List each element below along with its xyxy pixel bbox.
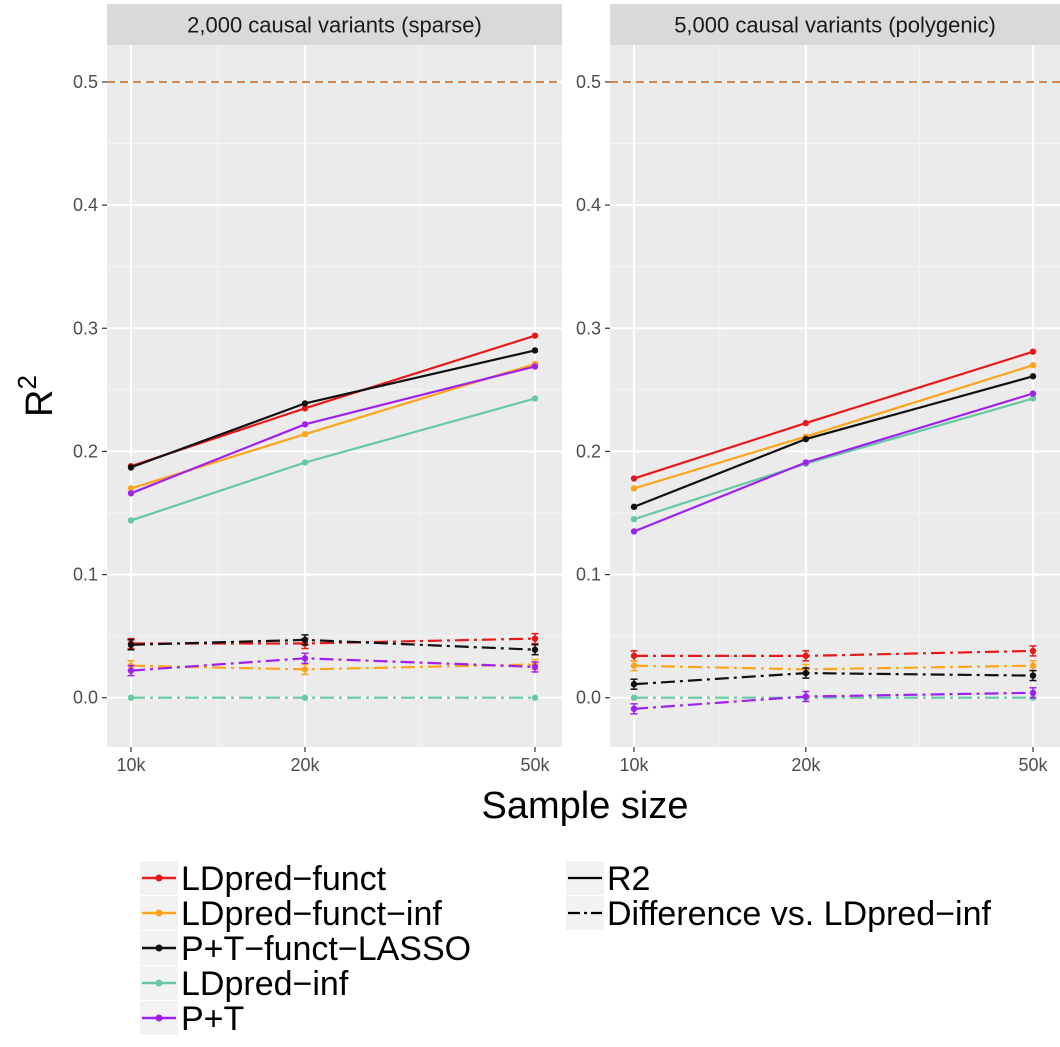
y-tick-label: 0.5 <box>576 72 601 92</box>
data-point <box>301 636 309 644</box>
legend-label: LDpred−inf <box>181 965 349 1003</box>
y-tick-label: 0.4 <box>576 195 601 215</box>
data-point <box>301 430 309 438</box>
y-tick-label: 0.3 <box>576 318 601 338</box>
data-point <box>630 503 638 511</box>
data-point <box>127 485 135 492</box>
data-point <box>127 490 135 497</box>
strip-background <box>610 4 1060 45</box>
legend-key-point <box>155 874 163 882</box>
x-tick-label: 10k <box>116 755 146 775</box>
legend-key-point <box>155 979 163 987</box>
data-point <box>630 652 638 660</box>
data-point <box>802 459 810 466</box>
legend-label: LDpred−funct <box>181 860 387 898</box>
data-point <box>301 666 309 673</box>
facet-panel-2: 5,000 causal variants (polygenic) 0.0 0.1 0… <box>576 4 1060 775</box>
facet-title: 2,000 causal variants (sparse) <box>187 13 482 38</box>
data-point <box>301 459 309 466</box>
legend-colour: LDpred−functLDpred−funct−infP+T−funct−LA… <box>140 860 471 1038</box>
data-point <box>531 363 539 370</box>
data-point <box>802 652 810 660</box>
data-point <box>802 669 810 677</box>
x-tick-label: 50k <box>1018 755 1048 775</box>
legend-key-point <box>155 1014 163 1022</box>
data-point <box>531 395 539 402</box>
panel-background <box>610 45 1060 747</box>
data-point <box>1029 647 1037 655</box>
data-point <box>531 332 539 339</box>
strip-background <box>107 4 562 45</box>
data-point <box>531 694 539 701</box>
data-point <box>802 435 810 443</box>
data-point <box>630 705 638 713</box>
data-point <box>630 694 638 701</box>
data-point <box>1029 348 1037 355</box>
data-point <box>127 667 135 674</box>
data-point <box>301 405 309 412</box>
facet-panel-1: 2,000 causal variants (sparse) 0.0 0.1 0.2 0… <box>73 4 562 775</box>
legend-label: P+T <box>181 1000 244 1038</box>
x-tick-label: 20k <box>290 755 320 775</box>
facet-title: 5,000 causal variants (polygenic) <box>674 13 996 38</box>
y-tick-label: 0.4 <box>73 195 98 215</box>
data-point <box>1029 390 1037 397</box>
data-point <box>127 517 135 524</box>
legend-key-point <box>155 944 163 952</box>
data-point <box>1029 662 1037 669</box>
legend-label: P+T−funct−LASSO <box>181 930 471 968</box>
data-point <box>531 347 539 354</box>
data-point <box>127 694 135 701</box>
y-tick-label: 0.1 <box>73 565 98 585</box>
data-point <box>531 646 539 653</box>
data-point <box>1029 362 1037 369</box>
y-axis-title: R2 <box>12 375 61 417</box>
legend-label: R2 <box>607 860 650 898</box>
data-point <box>531 663 539 671</box>
legend-label: Difference vs. LDpred−inf <box>607 895 992 933</box>
data-point <box>1029 672 1037 679</box>
data-point <box>301 400 309 407</box>
x-tick-label: 10k <box>619 755 649 775</box>
data-point <box>630 515 638 523</box>
data-point <box>301 655 309 662</box>
legend-label: LDpred−funct−inf <box>181 895 442 933</box>
x-tick-label: 20k <box>791 755 821 775</box>
data-point <box>802 419 810 427</box>
data-point <box>630 680 638 688</box>
y-tick-label: 0.0 <box>73 688 98 708</box>
y-tick-label: 0.2 <box>73 441 98 461</box>
data-point <box>1029 689 1037 697</box>
data-point <box>127 641 135 648</box>
data-point <box>630 475 638 482</box>
x-tick-label: 50k <box>520 755 550 775</box>
data-point <box>802 693 810 700</box>
x-axis-title: Sample size <box>482 785 689 827</box>
y-tick-label: 0.2 <box>576 441 601 461</box>
data-point <box>1029 373 1037 380</box>
data-point <box>630 485 638 492</box>
data-point <box>531 635 539 642</box>
y-axis-title-main: R <box>19 390 61 417</box>
data-point <box>301 421 309 428</box>
data-point <box>1029 395 1037 402</box>
data-point <box>630 528 638 535</box>
data-point <box>301 694 309 701</box>
data-point <box>630 662 638 669</box>
legend-key-point <box>155 909 163 917</box>
y-tick-label: 0.1 <box>576 565 601 585</box>
y-tick-label: 0.5 <box>73 72 98 92</box>
data-point <box>127 464 135 471</box>
y-tick-label: 0.0 <box>576 688 601 708</box>
y-axis-title-superscript: 2 <box>12 375 42 389</box>
y-tick-label: 0.3 <box>73 318 98 338</box>
